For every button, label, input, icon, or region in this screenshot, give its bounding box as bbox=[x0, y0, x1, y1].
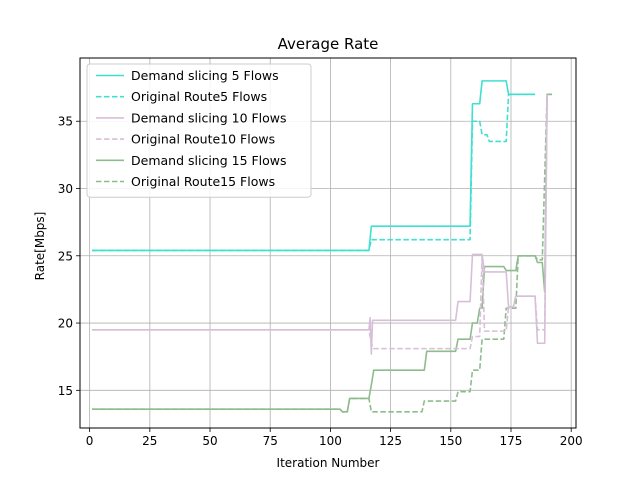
legend-entry: Original Route10 Flows bbox=[131, 132, 275, 147]
plot-frame bbox=[79, 57, 577, 429]
legend-box bbox=[86, 63, 312, 198]
series-line-2 bbox=[92, 93, 536, 252]
chart-title: Average Rate bbox=[278, 35, 379, 53]
series-line-1 bbox=[92, 80, 536, 252]
x-tick-label: 0 bbox=[86, 434, 94, 448]
legend-entry: Original Route5 Flows bbox=[131, 89, 267, 104]
y-tick-label: 35 bbox=[58, 115, 73, 129]
y-tick-label: 30 bbox=[58, 182, 73, 196]
legend-entry: Original Route15 Flows bbox=[131, 174, 275, 189]
y-tick-label: 20 bbox=[58, 317, 73, 331]
y-axis-label: Rate[Mbps] bbox=[33, 212, 47, 281]
x-tick-label: 100 bbox=[319, 434, 342, 448]
x-axis-label: Iteration Number bbox=[277, 456, 380, 470]
x-tick-label: 50 bbox=[202, 434, 217, 448]
x-tick-label: 125 bbox=[379, 434, 402, 448]
series-line-6 bbox=[92, 93, 552, 413]
series-lines bbox=[92, 80, 552, 413]
series-line-3 bbox=[92, 94, 548, 355]
y-tick-label: 15 bbox=[58, 384, 73, 398]
x-tick-label: 200 bbox=[560, 434, 583, 448]
legend-entry: Demand slicing 15 Flows bbox=[131, 153, 287, 168]
axis-ticks: 0 25 50 75 100 125 150 175 200 15 20 25 30 35 bbox=[58, 115, 583, 448]
series-line-4 bbox=[92, 94, 548, 350]
x-tick-label: 175 bbox=[500, 434, 523, 448]
legend: Demand slicing 5 Flows Original Route5 Fl… bbox=[86, 63, 312, 198]
legend-entry: Demand slicing 10 Flows bbox=[131, 110, 287, 125]
legend-entry: Demand slicing 5 Flows bbox=[131, 68, 279, 83]
y-tick-label: 25 bbox=[58, 249, 73, 263]
x-tick-label: 150 bbox=[439, 434, 462, 448]
x-tick-label: 75 bbox=[263, 434, 278, 448]
x-tick-label: 25 bbox=[142, 434, 157, 448]
